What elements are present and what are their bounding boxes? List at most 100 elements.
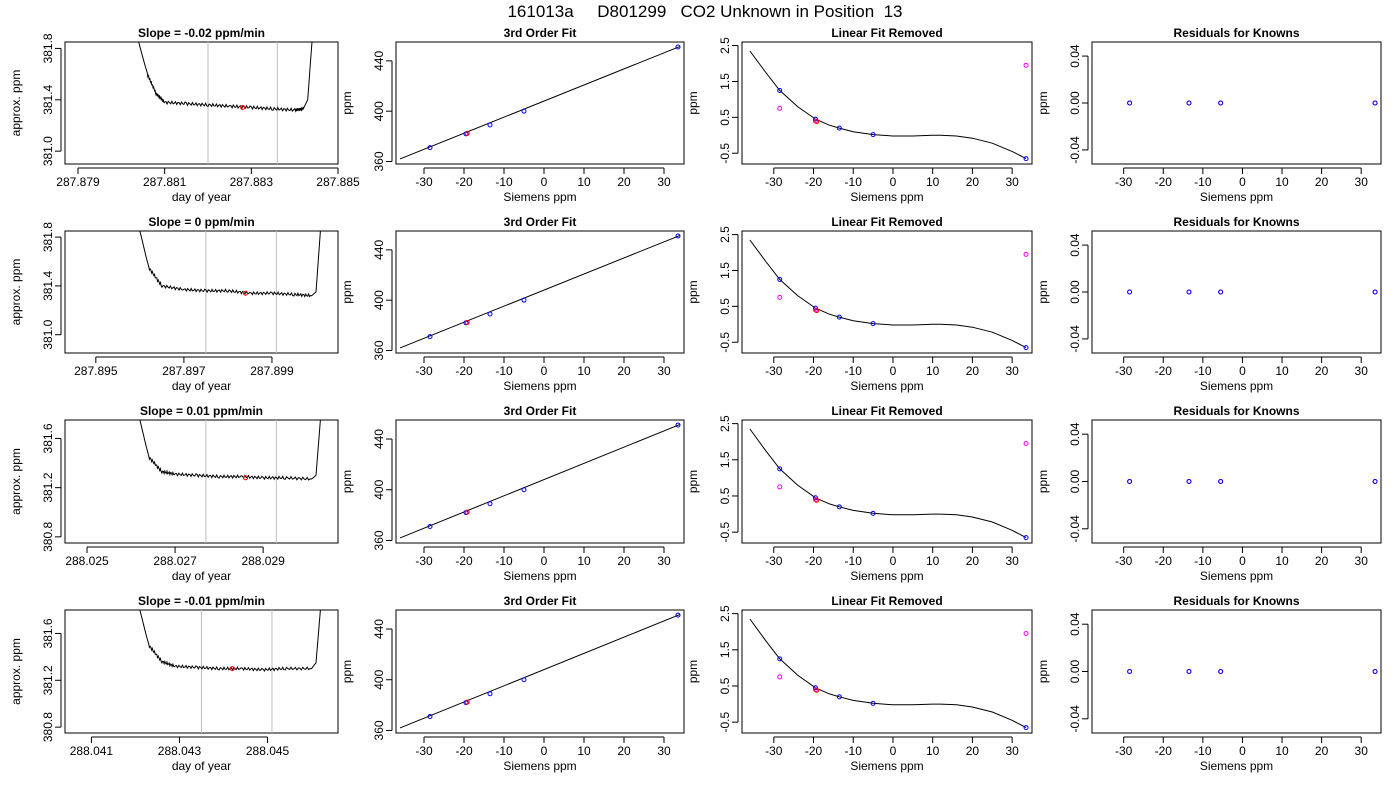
unknown-point: [464, 319, 470, 325]
x-axis-label: Siemens ppm: [503, 759, 576, 773]
plot-area: [749, 618, 1029, 731]
x-tick-label: 30: [1355, 175, 1369, 189]
known-point: [1186, 479, 1192, 484]
x-tick-label: 0: [890, 364, 897, 378]
x-tick-label: -10: [1194, 175, 1212, 189]
x-tick-label: 0: [541, 744, 548, 758]
known-point: [836, 504, 842, 510]
plot-frame: [741, 609, 1033, 734]
y-tick-label: 1.5: [718, 641, 732, 658]
x-axis-label: Siemens ppm: [503, 379, 576, 393]
x-tick-label: 287.885: [316, 175, 360, 189]
x-tick-label: -20: [805, 364, 823, 378]
plot-frame: [1091, 419, 1382, 544]
x-tick-label: 20: [617, 554, 631, 568]
unknown-point: [243, 290, 249, 296]
y-tick-label: 0.04: [1068, 233, 1082, 257]
y-tick-label: 360: [372, 530, 386, 550]
chart-title: 3rd Order Fit: [504, 594, 577, 608]
x-tick-label: 10: [577, 364, 591, 378]
known-point: [487, 122, 493, 128]
y-tick-label: 400: [372, 290, 386, 310]
y-tick-label: 0.5: [718, 487, 732, 504]
y-tick-label: 380.8: [41, 712, 55, 742]
y-tick-label: 0.00: [1068, 280, 1082, 304]
x-tick-label: 287.895: [74, 364, 118, 378]
chart-title: Linear Fit Removed: [831, 215, 942, 229]
known-point: [812, 116, 818, 122]
y-axis-label: ppm: [686, 660, 700, 683]
x-tick-label: 30: [1355, 554, 1369, 568]
x-tick-label: 30: [1355, 744, 1369, 758]
chart-panel: Residuals for Knowns -30 -20 -10 0 10 20 30 -0.0…: [1036, 404, 1382, 583]
series-line: [139, 231, 321, 298]
known-point: [487, 691, 493, 697]
chart-title: Slope = -0.02 ppm/min: [138, 26, 265, 40]
y-tick-label: 381.6: [41, 618, 55, 648]
chart-grid: Slope = -0.02 ppm/min 287.879 287.881 287.8…: [9, 26, 1382, 773]
plot-area: [139, 231, 321, 353]
known-point: [521, 297, 527, 303]
plot-area: [399, 233, 681, 349]
chart-panel: Linear Fit Removed -30 -20 -10 0 10 20 30 -0.5 0.…: [686, 26, 1033, 204]
chart-title: Slope = 0.01 ppm/min: [140, 404, 263, 418]
x-tick-label: -30: [765, 175, 783, 189]
unknown-point: [464, 699, 470, 705]
known-point: [521, 487, 527, 493]
y-tick-label: 0.04: [1068, 612, 1082, 636]
known-point: [487, 501, 493, 507]
plot-frame: [64, 230, 339, 354]
y-axis-label: approx. ppm: [9, 259, 23, 326]
x-axis-label: Siemens ppm: [850, 379, 923, 393]
plot-area: [1127, 100, 1378, 106]
known-point: [1218, 100, 1224, 106]
y-tick-label: 440: [372, 240, 386, 260]
alt-point: [1023, 631, 1029, 637]
plot-area: [1127, 289, 1378, 295]
y-axis-label: ppm: [1036, 280, 1050, 303]
unknown-point: [229, 666, 235, 672]
x-tick-label: 30: [1005, 744, 1019, 758]
x-tick-label: -10: [495, 175, 513, 189]
known-point: [427, 334, 433, 340]
series-line: [139, 610, 321, 672]
unknown-point: [464, 130, 470, 136]
x-tick-label: 288.041: [70, 744, 114, 758]
x-axis-label: Siemens ppm: [1200, 379, 1273, 393]
plot-area: [399, 44, 681, 160]
known-point: [675, 233, 681, 239]
known-point: [1218, 289, 1224, 295]
x-tick-label: -10: [1194, 744, 1212, 758]
y-tick-label: 0.00: [1068, 659, 1082, 683]
x-tick-label: 20: [966, 554, 980, 568]
series-line: [138, 42, 313, 113]
x-tick-label: -30: [765, 744, 783, 758]
plot-area: [399, 612, 681, 729]
y-tick-label: -0.04: [1068, 515, 1082, 543]
known-point: [1023, 345, 1029, 351]
y-tick-label: 381.2: [41, 665, 55, 695]
chart-panel: Residuals for Knowns -30 -20 -10 0 10 20 30 -0.0…: [1036, 594, 1382, 773]
known-point: [1372, 669, 1378, 674]
x-tick-label: 287.881: [143, 175, 187, 189]
x-tick-label: -30: [765, 364, 783, 378]
y-axis-label: ppm: [1036, 660, 1050, 683]
y-tick-label: 360: [372, 720, 386, 740]
y-tick-label: 381.8: [41, 33, 55, 63]
chart-title: Residuals for Knowns: [1173, 594, 1299, 608]
chart-panel: Residuals for Knowns -30 -20 -10 0 10 20 30 -0.0…: [1036, 26, 1382, 204]
known-point: [836, 694, 842, 700]
figure-title: 161013a D801299 CO2 Unknown in Position …: [507, 2, 902, 21]
y-tick-label: -0.5: [718, 521, 732, 542]
x-axis-label: day of year: [172, 379, 231, 393]
alt-point: [777, 294, 783, 300]
x-tick-label: -20: [455, 554, 473, 568]
unknown-point: [243, 475, 249, 481]
x-axis-label: Siemens ppm: [850, 759, 923, 773]
series-line: [139, 420, 321, 481]
plot-frame: [64, 41, 339, 165]
known-point: [675, 44, 681, 50]
x-tick-label: -20: [1155, 175, 1173, 189]
x-tick-label: 30: [657, 364, 671, 378]
plot-frame: [64, 419, 339, 544]
